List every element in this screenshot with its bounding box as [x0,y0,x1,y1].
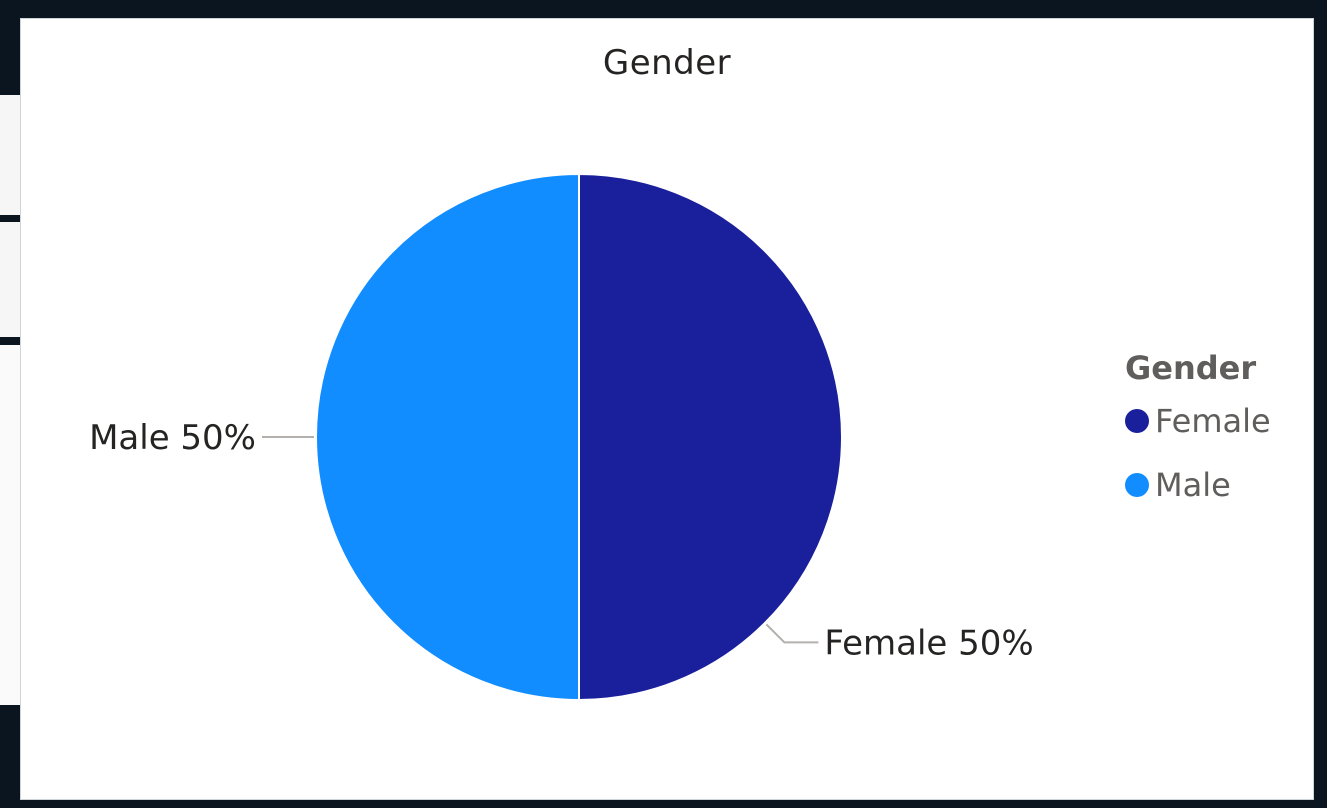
pie-chart-plot: Female 50% Male 50% [89,172,1034,702]
legend-title: Gender [1125,349,1257,387]
legend-item-male[interactable]: Male [1125,465,1305,505]
legend-label-female: Female [1155,402,1271,440]
chart-title: Gender [602,43,732,83]
data-label-male: Male 50% [89,418,256,458]
legend: Gender Female Male [1125,349,1305,529]
leader-line-female [765,623,819,644]
pie-slice-female[interactable] [578,172,843,702]
legend-label-male: Male [1155,466,1231,504]
pie-slice-male[interactable] [315,172,580,702]
legend-marker-male [1125,473,1149,497]
data-label-female: Female 50% [824,623,1033,663]
legend-marker-female [1125,409,1149,433]
legend-item-female[interactable]: Female [1125,401,1305,441]
pie-chart-visual[interactable]: Gender Female 50% Male 50% Gender Female … [20,18,1314,800]
